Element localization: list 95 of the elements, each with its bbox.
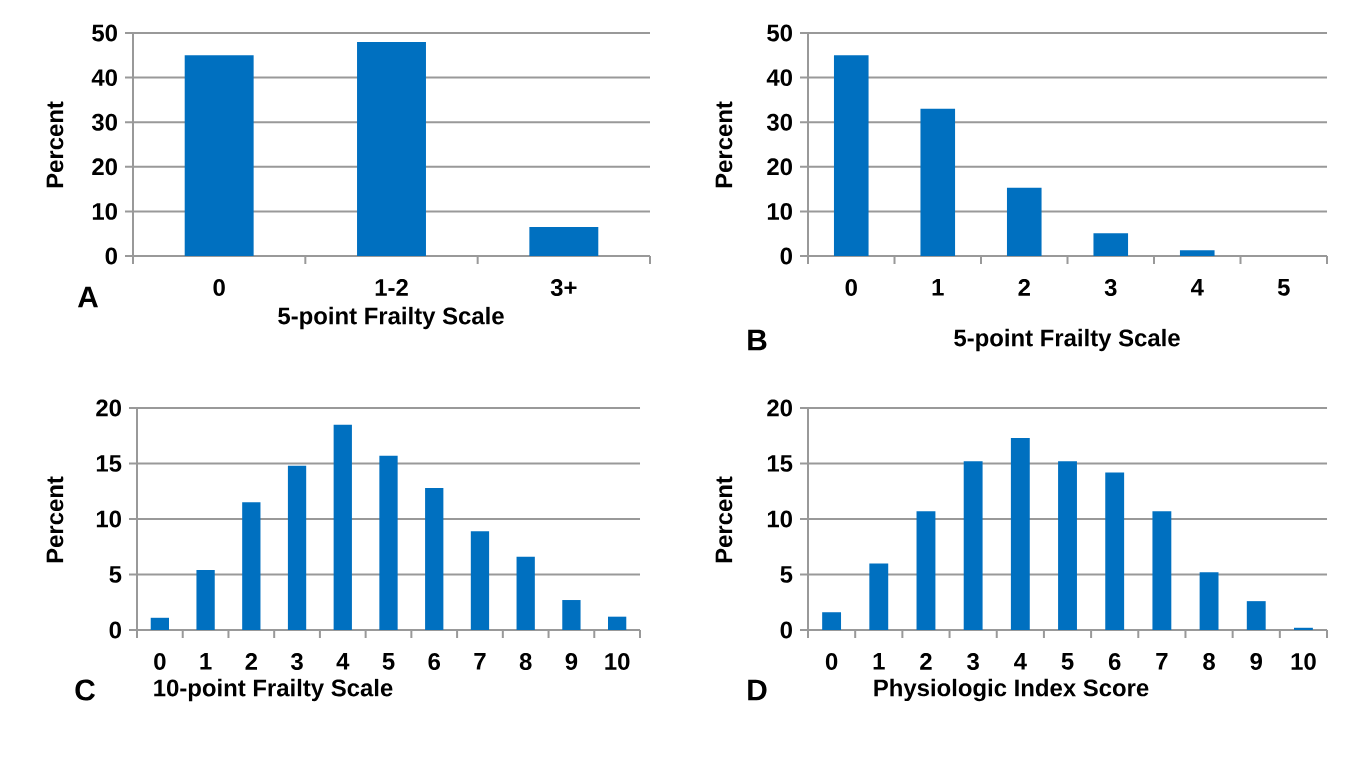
bar [1293,627,1313,630]
x-tick-label: 4 [1014,653,1027,670]
x-tick-label: 4 [336,653,350,670]
y-tick-label: 10 [767,202,792,220]
x-tick-label: 10 [605,653,630,670]
bar [196,570,215,630]
x-tick-label: 9 [1250,653,1262,670]
bar [916,511,936,630]
y-tick-label: 20 [767,158,792,176]
x-axis-title: 5-point Frailty Scale [278,306,504,330]
x-tick-label: 8 [519,653,532,670]
x-axis-title: 10-point Frailty Scale [154,678,393,702]
x-tick-label: 1-2 [375,279,408,296]
bar [1093,233,1129,256]
y-tick-label: 10 [767,510,792,528]
x-tick-label: 1 [873,653,885,670]
y-tick-label: 50 [92,24,117,42]
x-tick-label: 5 [1277,279,1290,296]
x-tick-label: 2 [1018,279,1030,296]
y-tick-label: 5 [109,566,122,583]
x-tick-label: 3 [967,653,979,671]
bar [562,600,581,630]
bar [357,41,426,256]
bar [1058,461,1077,630]
bar [425,487,444,630]
bar [184,55,254,256]
bar [242,502,261,630]
y-tick-label: 40 [766,69,792,87]
x-tick-label: 1 [932,279,944,296]
x-tick-label: 2 [245,653,258,670]
text: C [75,679,95,701]
y-tick-label: 20 [767,399,792,417]
x-axis-title: 5-point Frailty Scale [954,328,1180,352]
x-tick-label: 9 [565,653,578,670]
y-tick-label: 30 [91,113,117,131]
bar [1199,572,1219,630]
x-tick-label: 5 [1061,653,1074,670]
y-axis-title: Percent [715,476,733,563]
y-tick-label: 20 [92,158,117,176]
y-tick-label: 0 [109,621,121,639]
bar [833,55,869,256]
x-tick-label: 4 [1190,279,1204,296]
y-axis-title: Percent [46,476,64,563]
y-axis-title: Percent [46,101,64,188]
x-tick-label: 0 [213,279,225,296]
bar [920,108,956,256]
x-tick-label: 6 [1108,653,1121,670]
x-tick-label: 10 [1291,653,1316,670]
x-tick-label: 3+ [550,279,577,297]
text: A [77,286,98,308]
x-tick-label: 6 [428,653,441,670]
y-tick-label: 0 [780,247,792,265]
bar [1105,472,1125,630]
bar [1010,437,1030,630]
x-tick-label: 7 [474,653,486,670]
y-axis-title: Percent [715,101,733,188]
y-tick-label: 15 [96,455,122,472]
y-tick-label: 0 [780,621,792,639]
bar [470,531,490,630]
bar [287,465,307,630]
text: B [748,329,767,351]
x-tick-label: 7 [1156,653,1168,670]
x-tick-label: 2 [920,653,932,670]
x-tick-label: 3 [290,653,303,671]
bar [529,227,599,256]
y-tick-label: 10 [96,510,121,528]
y-tick-label: 50 [767,24,792,42]
bar [822,612,842,630]
bar [1246,601,1266,630]
y-tick-label: 40 [91,69,117,87]
bar [333,424,352,630]
y-tick-label: 20 [96,399,121,417]
y-tick-label: 30 [766,113,792,131]
bar [1179,250,1215,256]
x-axis-title: Physiologic Index Score [874,678,1149,702]
x-tick-label: 8 [1203,653,1215,670]
x-tick-label: 0 [845,279,857,296]
bar [869,563,889,630]
x-tick-label: 1 [200,653,212,670]
x-tick-label: 3 [1104,279,1117,297]
x-tick-label: 0 [154,653,166,670]
y-tick-label: 0 [105,247,117,265]
bar [379,455,398,630]
bar [963,461,983,630]
bar [150,617,170,630]
bar [1152,511,1172,630]
bar [1006,187,1042,256]
bar [608,616,627,630]
y-tick-label: 5 [780,566,793,583]
x-tick-label: 0 [825,653,838,670]
y-tick-label: 10 [92,202,117,220]
y-tick-label: 15 [767,455,793,472]
text: D [748,679,767,701]
x-tick-label: 5 [382,653,395,670]
bar [516,556,535,630]
